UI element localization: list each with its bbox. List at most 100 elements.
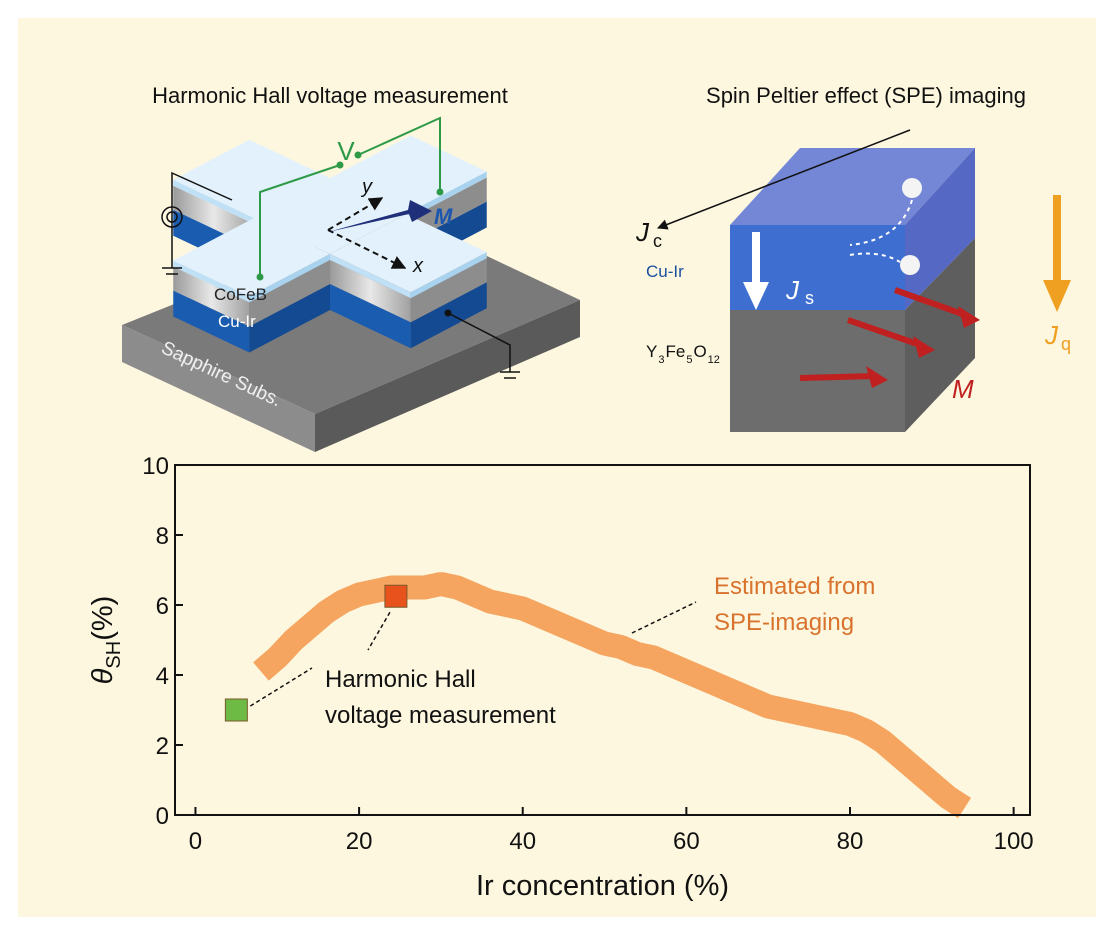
layer-side: [173, 179, 254, 224]
charge-current-label: J: [635, 217, 650, 247]
cuir-side: [905, 148, 975, 310]
layer-label: Fe: [665, 342, 685, 361]
cross-top: [330, 214, 487, 293]
cross-top: [330, 135, 487, 214]
layer-side: [330, 254, 411, 299]
y-tick-label: 6: [156, 593, 169, 620]
layer-label: Cu-Ir: [218, 312, 256, 331]
annotation-leader: [631, 601, 697, 634]
layer-side: [410, 252, 487, 299]
current-source: [161, 206, 183, 228]
square-marker: [384, 584, 408, 608]
layer-label: Y: [646, 342, 657, 361]
y-label-unit: (%): [87, 596, 119, 641]
charge-current-arrow: [657, 129, 911, 230]
diagram-title: Harmonic Hall voltage measurement: [152, 83, 508, 108]
x-axis-label: Ir concentration (%): [476, 870, 729, 902]
layer-label: Cu-Ir: [646, 262, 684, 281]
substrate-left: [122, 325, 315, 452]
diagram-title: Spin Peltier effect (SPE) imaging: [706, 83, 1026, 108]
x-tick-label: 0: [189, 828, 202, 855]
m-arrow-head: [913, 336, 935, 358]
y-tick-label: 10: [142, 453, 169, 480]
layer-label: 12: [708, 354, 720, 366]
wire-node: [436, 188, 444, 196]
x-tick-label: 80: [837, 828, 864, 855]
cross-top: [173, 218, 330, 297]
chart: 0 20 40 60 80 100 0 2 4 6 8 10 Ir concentration (%) θ…: [87, 453, 1034, 902]
axis-label: x: [412, 255, 424, 277]
axis-label: y: [360, 176, 373, 198]
wire-node: [354, 151, 362, 159]
heat-current-label: J: [1044, 320, 1059, 350]
m-arrow-head: [866, 366, 888, 388]
layer-side: [249, 284, 330, 353]
current-source: [166, 211, 178, 223]
cross-top: [173, 139, 330, 218]
layer-side: [249, 254, 330, 303]
layer-side: [173, 266, 250, 327]
hall-diagram: Harmonic Hall voltage measurementSapphir…: [122, 83, 580, 452]
y-label-symbol: θ: [87, 668, 119, 684]
spin-current-head: [743, 282, 769, 310]
substrate-right: [315, 300, 580, 452]
y-label-subscript: SH: [103, 641, 125, 669]
layer-label: CoFeB: [214, 285, 267, 304]
y-tick-label: 4: [156, 663, 169, 690]
cross-top: [254, 178, 406, 254]
annotation-leader: [367, 611, 391, 651]
m-arrow: [799, 373, 877, 381]
y-tick-label: 0: [156, 803, 169, 830]
y-tick-label: 8: [156, 523, 169, 550]
y-axis-label: θSH(%): [87, 596, 125, 685]
layer-side: [330, 260, 411, 323]
wire: [447, 312, 511, 372]
cuir-front: [730, 225, 905, 310]
m-arrow: [893, 287, 970, 319]
heat-current-head: [1043, 280, 1071, 312]
wire: [357, 116, 441, 192]
magnetization-label: M: [434, 204, 453, 229]
square-marker: [224, 698, 248, 722]
layer-label: 3: [658, 354, 664, 366]
layer-side: [173, 290, 250, 353]
layer-side: [173, 260, 250, 303]
magnetization-arrow: [328, 200, 432, 232]
spin-path: [849, 199, 913, 246]
axis-arrow: [327, 197, 384, 231]
spin-path: [849, 252, 901, 263]
plot-frame: [174, 464, 1031, 816]
voltage-label: V: [337, 136, 355, 166]
wire: [259, 164, 341, 277]
annotation: SPE-imaging: [714, 609, 854, 636]
annotation: Harmonic Hall: [325, 666, 476, 693]
spin-current-label: J: [785, 275, 800, 305]
cuir-top: [730, 148, 975, 225]
layer-side: [406, 171, 487, 220]
x-tick-label: 100: [994, 828, 1034, 855]
annotation: Estimated from: [714, 573, 875, 600]
y-tick-label: 2: [156, 733, 169, 760]
layer-side: [330, 284, 411, 349]
wire-node: [336, 161, 344, 169]
yig-side: [905, 238, 975, 432]
heat-current-sub: q: [1061, 334, 1071, 354]
layer-label: 5: [686, 354, 692, 366]
m-arrow: [847, 317, 924, 349]
annotation: voltage measurement: [325, 702, 556, 729]
wire-node: [256, 273, 264, 281]
estimate-band: [253, 572, 972, 819]
magnetization-label: M: [952, 374, 974, 404]
wire: [171, 171, 233, 268]
layer-label: O: [693, 342, 706, 361]
wire-node: [444, 309, 452, 317]
x-tick-label: 20: [346, 828, 373, 855]
yig-front: [730, 310, 905, 432]
axis-arrow: [327, 229, 407, 269]
annotation-leader: [249, 667, 313, 707]
layer-side: [249, 260, 330, 327]
layer-side: [410, 258, 487, 323]
spin-current-sub: s: [805, 288, 814, 308]
